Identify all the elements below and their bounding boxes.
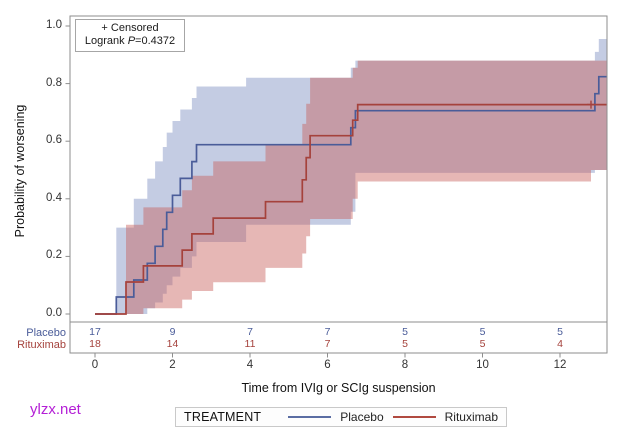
at-risk-count-rituximab: 4	[557, 338, 563, 350]
at-risk-count-placebo: 7	[247, 326, 253, 338]
survival-curve-rituximab	[95, 103, 607, 315]
risk-row-label-placebo: Placebo	[26, 327, 66, 339]
x-tick-label: 10	[476, 359, 489, 371]
at-risk-count-rituximab: 5	[402, 338, 408, 350]
at-risk-count-placebo: 9	[169, 326, 176, 338]
risk-row-label-rituximab: Rituximab	[17, 339, 66, 351]
y-tick-label: 0.0	[46, 307, 62, 319]
at-risk-count-rituximab: 5	[479, 338, 486, 350]
confidence-band-rituximab	[126, 60, 607, 314]
treatment-legend: TREATMENT Placebo Rituximab	[175, 407, 507, 427]
legend-placebo-label: Placebo	[340, 410, 384, 424]
legend-title: TREATMENT	[184, 410, 262, 424]
x-tick-label: 4	[246, 359, 254, 371]
rituximab-line-swatch	[392, 416, 436, 418]
at-risk-count-placebo: 5	[402, 326, 408, 338]
logrank-label: Logrank P=0.4372	[84, 35, 176, 47]
x-tick-label: 6	[324, 359, 331, 371]
y-tick-label: 0.8	[46, 76, 62, 89]
censored-label: + Censored	[101, 22, 159, 34]
placebo-line-swatch	[288, 416, 332, 418]
at-risk-count-placebo: 17	[89, 326, 101, 338]
x-tick-label: 2	[169, 359, 176, 371]
at-risk-count-rituximab: 18	[89, 338, 101, 350]
legend-rituximab-label: Rituximab	[444, 410, 498, 424]
at-risk-count-placebo: 7	[324, 326, 331, 338]
at-risk-count-rituximab: 7	[324, 338, 331, 350]
x-tick-label: 12	[553, 359, 567, 371]
annotation-box: + Censored Logrank P=0.4372	[75, 19, 185, 52]
x-axis-title: Time from IVIg or SCIg suspension	[241, 381, 436, 395]
y-tick-label: 1.0	[46, 19, 62, 31]
x-tick-label: 8	[401, 359, 409, 371]
at-risk-count-placebo: 5	[479, 326, 486, 338]
censor-mark-rituximab	[587, 100, 595, 109]
at-risk-count-rituximab: 11	[244, 338, 256, 350]
at-risk-count-placebo: 5	[557, 326, 563, 338]
y-tick-label: 0.2	[46, 249, 62, 262]
x-tick-label: 0	[91, 359, 99, 371]
y-tick-label: 0.6	[46, 134, 62, 147]
y-axis-title: Probability of worsening	[13, 104, 27, 238]
y-tick-label: 0.4	[46, 191, 62, 204]
at-risk-count-rituximab: 14	[166, 338, 179, 350]
confidence-band-placebo	[116, 39, 607, 314]
survival-curve-placebo	[95, 75, 607, 315]
watermark: ylzx.net	[30, 401, 81, 418]
at-risk-box	[69, 321, 608, 354]
